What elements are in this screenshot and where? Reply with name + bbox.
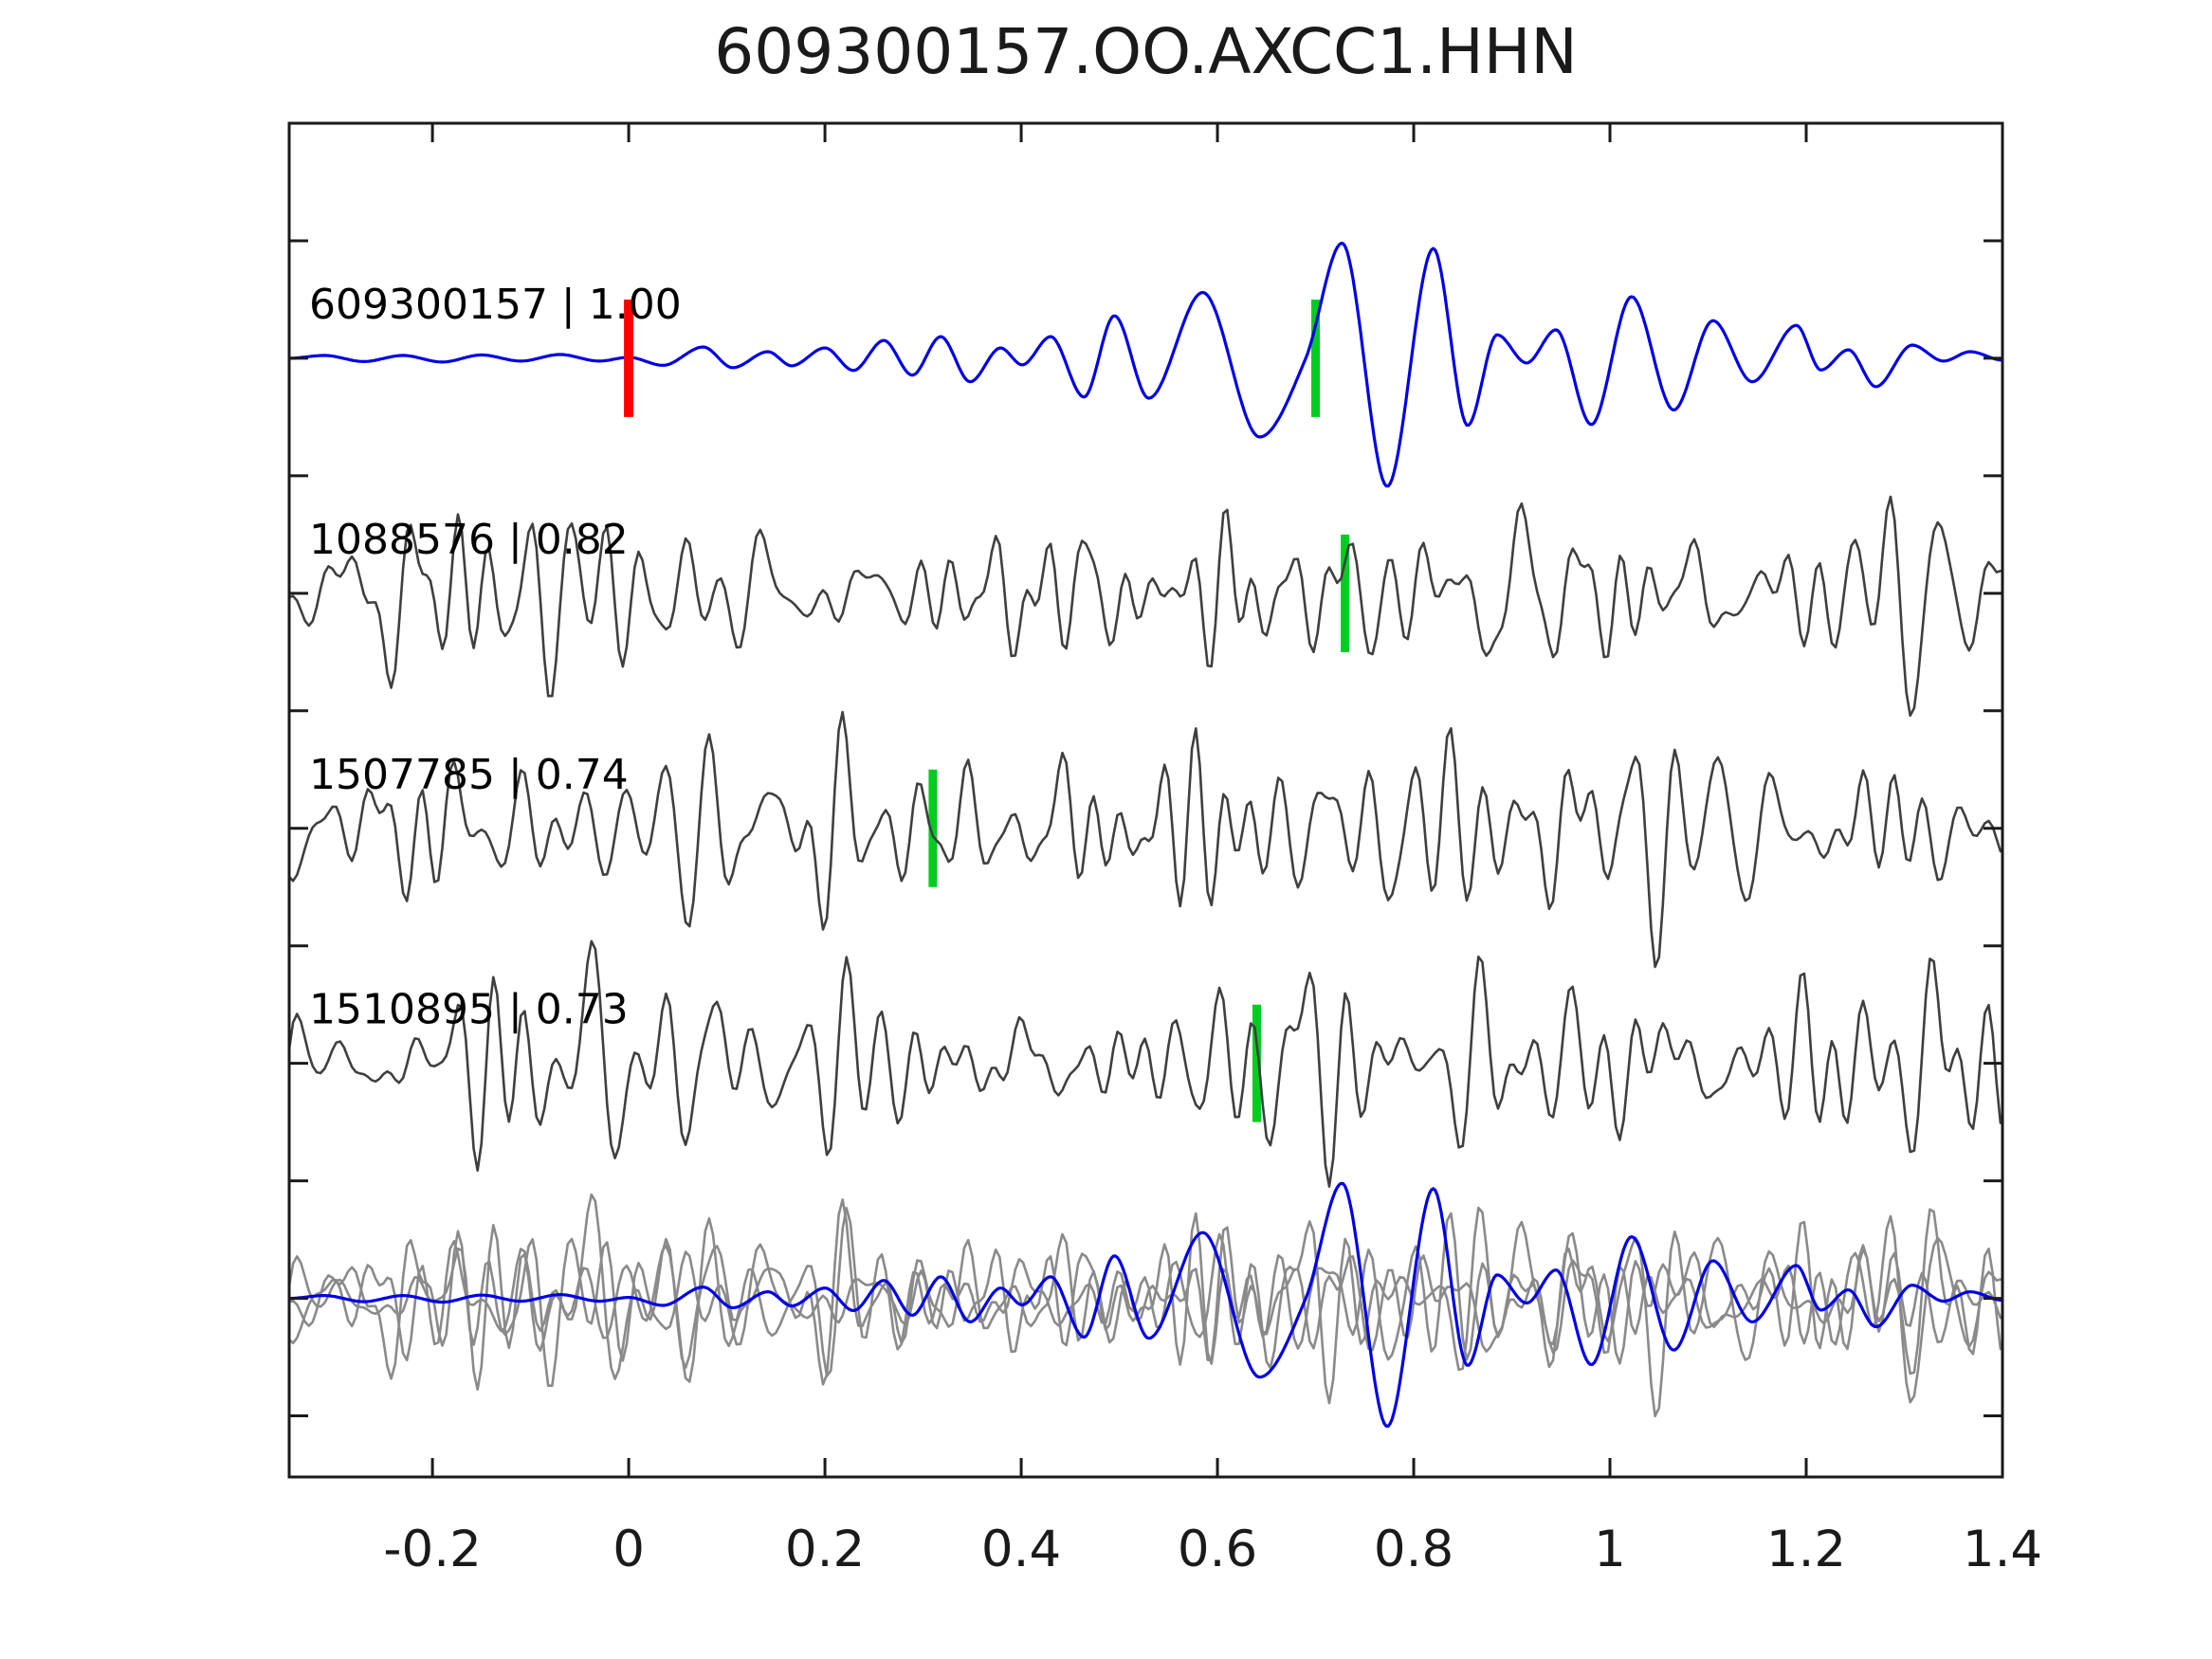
trace-label-1507785: 1507785 | 0.74 (309, 751, 629, 799)
trace-line-1510895 (289, 939, 2002, 1188)
x-tick-label: 0.8 (1374, 1521, 1453, 1578)
x-tick-label: 1.2 (1766, 1521, 1846, 1578)
x-tick-label: -0.2 (383, 1521, 481, 1578)
x-tick-label: 0.2 (785, 1521, 865, 1578)
plot-border (287, 121, 2004, 1479)
trace-label-609300157: 609300157 | 1.00 (309, 281, 682, 329)
x-tick-labels: -0.2 0 0.2 0.4 0.6 0.8 1 1.2 1.4 (383, 1521, 2042, 1578)
trace-labels: 609300157 | 1.00 1088576 | 0.82 1507785 | … (309, 281, 682, 1034)
trace-label-1510895: 1510895 | 0.73 (309, 986, 629, 1034)
x-tick-label: 0 (612, 1521, 645, 1578)
pick-markers (928, 299, 1350, 1122)
trace-line-609300157 (289, 242, 2002, 488)
x-tick-label: 0.6 (1178, 1521, 1257, 1578)
trace-label-1088576: 1088576 | 0.82 (309, 516, 629, 564)
trace-lines (289, 242, 2002, 1429)
x-tick-label: 1 (1594, 1521, 1626, 1578)
overlay-line-1510895 (289, 1193, 2002, 1405)
axes-frame (287, 121, 2004, 1479)
chart-title: 609300157.OO.AXCC1.HHN (714, 15, 1578, 88)
trace-line-1507785 (289, 710, 2002, 969)
trace-line-1088576 (289, 495, 2002, 718)
overlay-line-1088576 (289, 1214, 2002, 1404)
x-tick-label: 1.4 (1963, 1521, 2042, 1578)
x-tick-label: 0.4 (981, 1521, 1061, 1578)
overlay-line-609300157 (289, 1181, 2002, 1429)
overlay-line-1507785 (289, 1198, 2002, 1418)
